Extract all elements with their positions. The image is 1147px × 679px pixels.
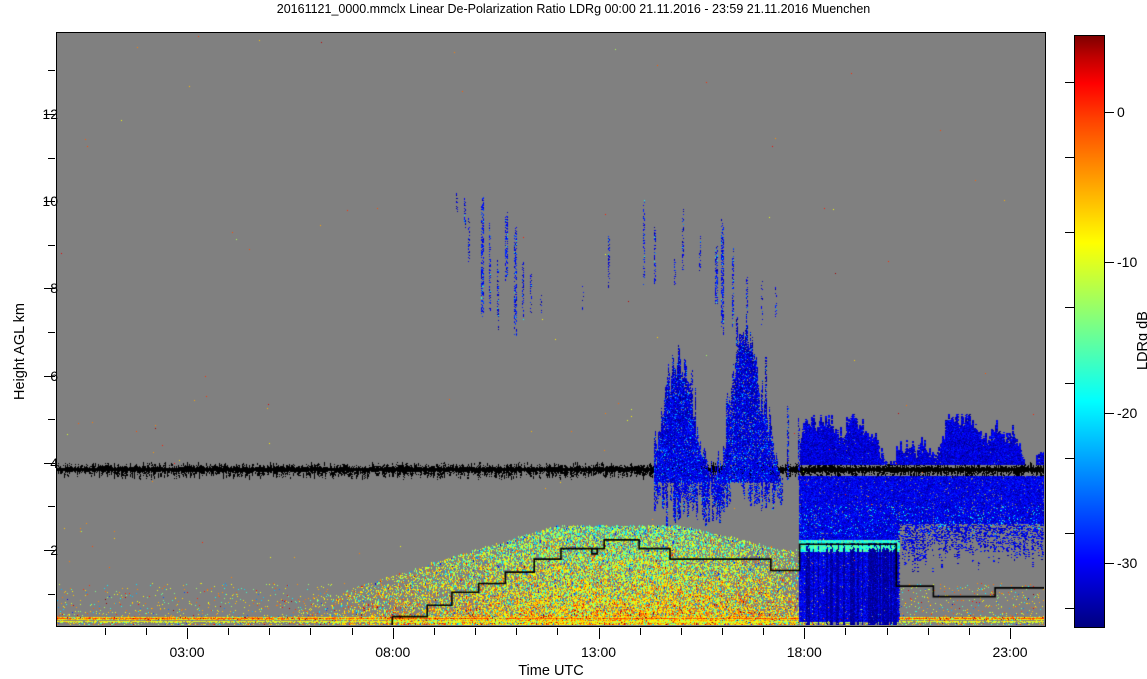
y-tick-2 [44,550,55,551]
x-minor-tick [845,628,847,635]
x-minor-tick [763,628,765,635]
x-minor-tick [269,628,271,635]
colorbar-tick-0 [1105,112,1114,113]
x-minor-tick [927,628,929,635]
colorbar-minor-tick [1065,307,1074,309]
y-tick-label-12: 12 [42,106,58,122]
x-minor-tick [145,628,147,635]
x-tick-03:00 [187,628,188,639]
x-tick-label-18:00: 18:00 [786,644,822,660]
y-tick-label-2: 2 [50,542,58,558]
x-tick-label-08:00: 08:00 [375,644,411,660]
x-minor-tick [433,628,435,635]
x-minor-tick [886,628,888,635]
x-minor-tick [475,628,477,635]
x-tick-label-03:00: 03:00 [169,644,205,660]
colorbar-minor-tick [1065,457,1074,459]
colorbar-tick-label--10: -10 [1117,254,1138,271]
colorbar-tick-label-0: 0 [1117,104,1125,120]
colorbar-tick--20 [1105,412,1114,414]
x-tick-label-13:00: 13:00 [580,644,617,660]
colorbar-minor-tick [1065,157,1074,159]
y-tick-label-8: 8 [50,280,58,297]
y-tick-6 [44,375,55,377]
x-tick-23:00 [1010,628,1011,639]
chart-title: 20161121_0000.mmclx Linear De-Polarizati… [276,2,871,16]
x-minor-tick [721,628,723,635]
y-axis-label: Height AGL km [12,303,28,400]
y-tick-8 [44,288,55,290]
x-minor-tick [228,628,230,635]
x-minor-tick [351,628,353,635]
colorbar-tick--30 [1105,563,1114,564]
x-tick-label-23:00: 23:00 [992,644,1028,660]
colorbar-tick-label--30: -30 [1117,555,1138,571]
x-minor-tick [639,628,641,635]
colorbar-tick-label--20: -20 [1117,404,1138,421]
colorbar [1074,35,1105,628]
y-tick-4 [44,462,55,464]
x-minor-tick [968,628,970,635]
y-tick-12 [44,114,55,115]
colorbar-tick--10 [1105,262,1114,264]
x-tick-13:00 [598,628,600,639]
x-minor-tick [557,628,559,635]
colorbar-minor-tick [1065,532,1074,534]
x-minor-tick [516,628,518,635]
x-tick-08:00 [392,628,394,639]
x-tick-18:00 [804,628,806,639]
y-tick-label-4: 4 [50,454,58,471]
y-minor-tick [48,332,55,333]
y-minor-tick [48,593,55,595]
radar-heatmap-canvas [57,33,1044,625]
x-minor-tick [680,628,682,635]
colorbar-minor-tick [1065,232,1074,234]
y-tick-label-10: 10 [42,193,58,210]
colorbar-minor-tick [1065,81,1074,83]
x-minor-tick [310,628,312,635]
colorbar-minor-tick [1065,382,1074,384]
plot-area [56,32,1046,627]
colorbar-label: LDRg dB [1135,311,1147,370]
x-axis-label: Time UTC [518,663,584,679]
y-tick-10 [44,201,55,203]
x-minor-tick [104,628,106,635]
y-minor-tick [48,506,55,508]
colorbar-minor-tick [1065,608,1074,610]
y-minor-tick [48,157,55,159]
y-minor-tick [48,244,55,246]
y-tick-label-6: 6 [50,367,58,384]
y-minor-tick [48,70,55,72]
y-minor-tick [48,419,55,421]
